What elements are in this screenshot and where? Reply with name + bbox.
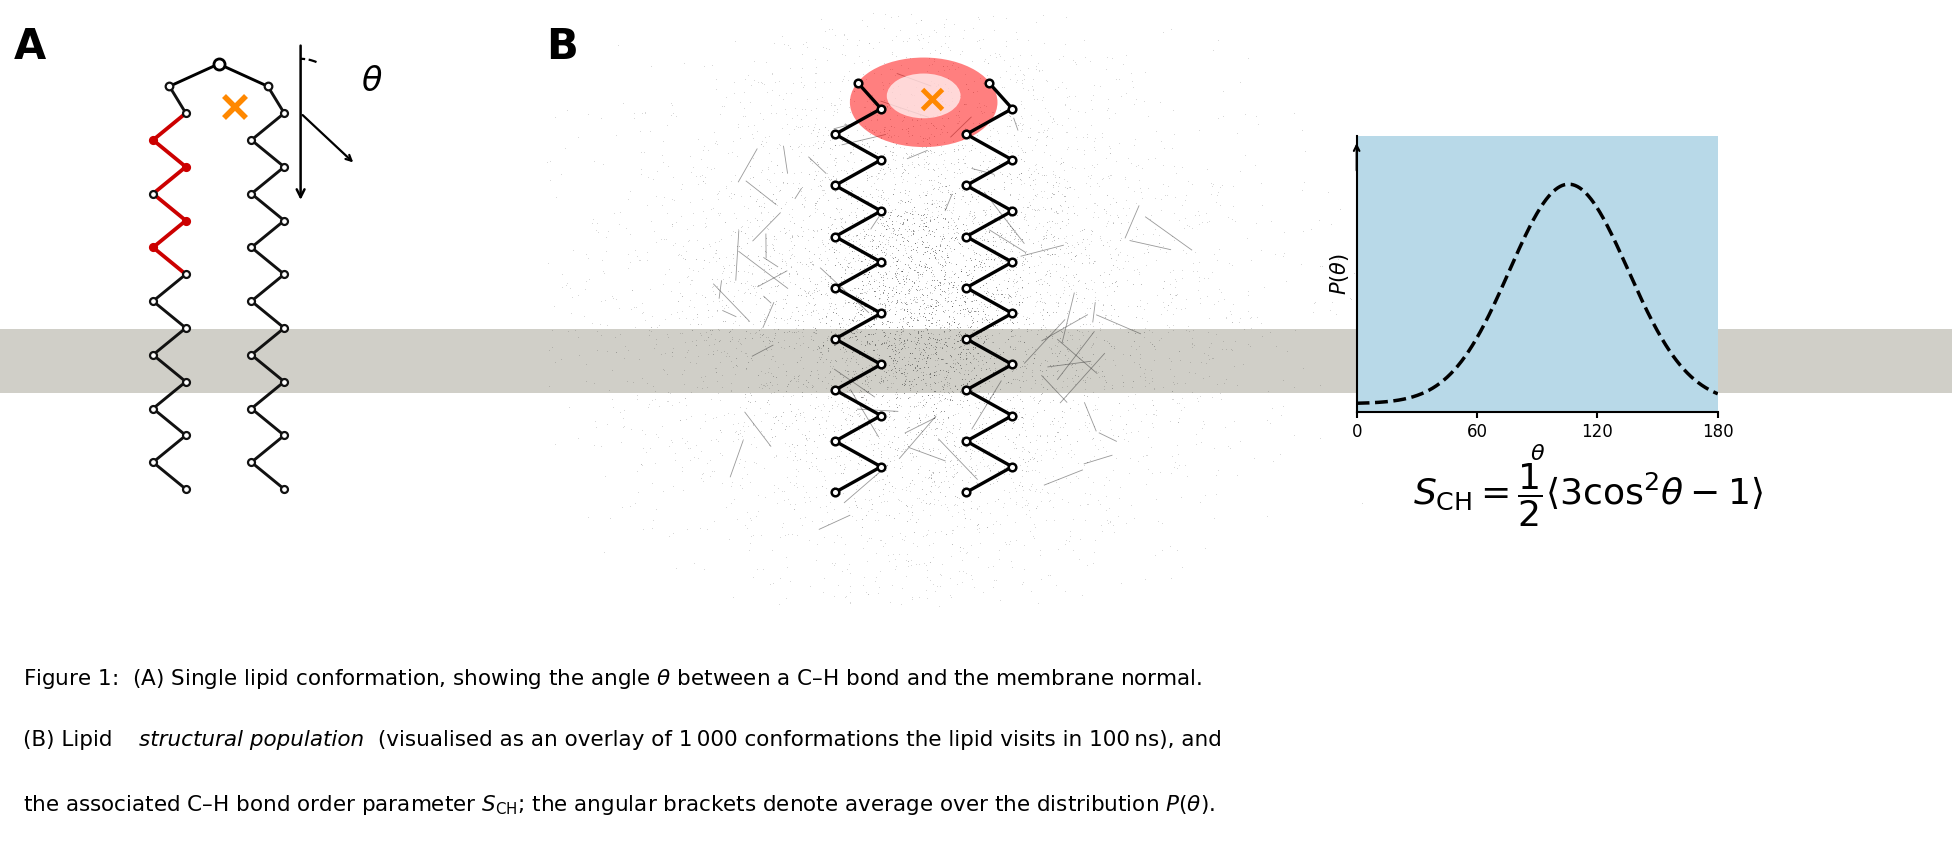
Text: Figure 1:  (A) Single lipid conformation, showing the angle $\theta$ between a C: Figure 1: (A) Single lipid conformation,…	[23, 667, 1202, 691]
Text: $S_{\mathrm{CH}} = \dfrac{1}{2}\left\langle 3\cos^2\!\theta - 1\right\rangle$: $S_{\mathrm{CH}} = \dfrac{1}{2}\left\lan…	[1413, 462, 1763, 530]
Text: (B) Lipid: (B) Lipid	[23, 730, 119, 750]
Text: $\theta$: $\theta$	[361, 65, 383, 98]
Ellipse shape	[886, 73, 960, 118]
Bar	[0, 329, 1952, 393]
Text: the associated C–H bond order parameter $S_{\mathrm{CH}}$; the angular brackets : the associated C–H bond order parameter …	[23, 793, 1216, 817]
Ellipse shape	[849, 58, 997, 147]
Text: A: A	[14, 26, 47, 67]
X-axis label: $\theta$: $\theta$	[1530, 443, 1544, 464]
Text: (visualised as an overlay of 1 000 conformations the lipid visits in 100 ns), an: (visualised as an overlay of 1 000 confo…	[371, 730, 1222, 750]
Y-axis label: $P(\theta)$: $P(\theta)$	[1327, 253, 1351, 295]
Text: structural population: structural population	[139, 730, 363, 750]
Text: B: B	[547, 26, 578, 67]
